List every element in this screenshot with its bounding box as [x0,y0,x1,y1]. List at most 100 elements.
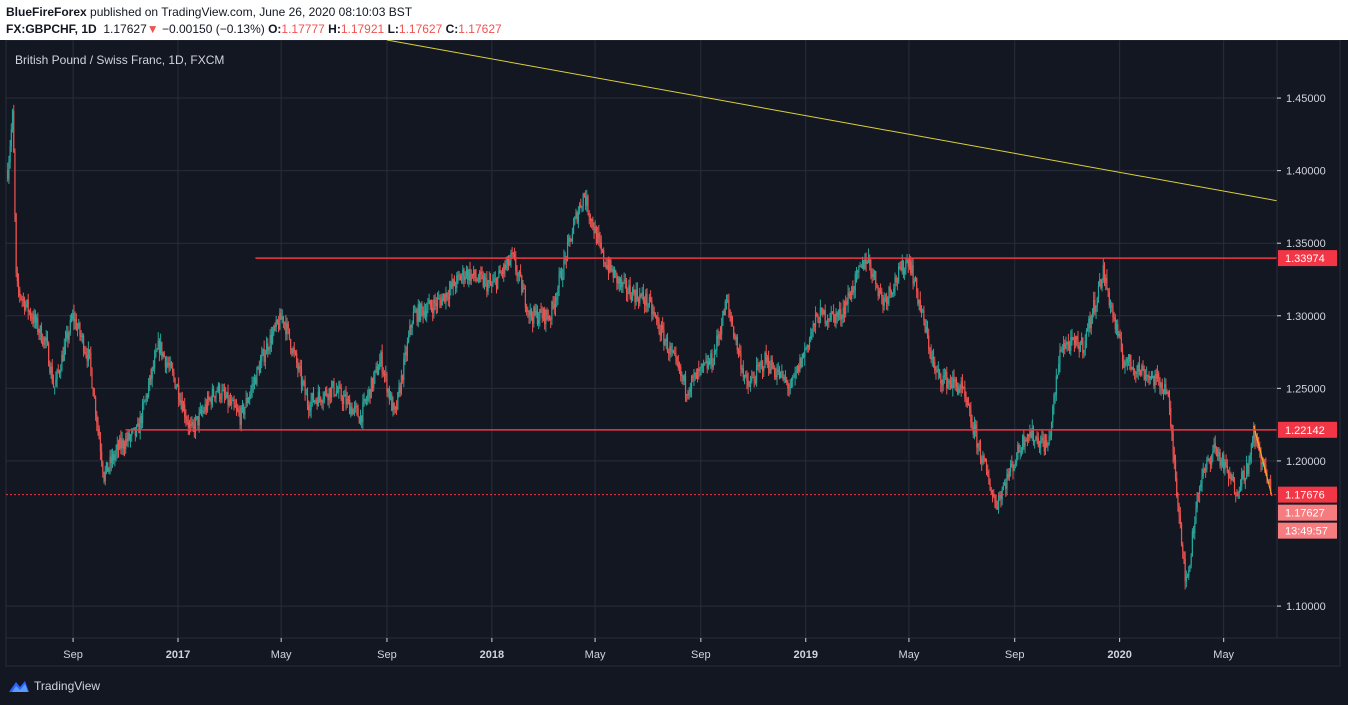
time-axis [5,637,1341,667]
candle-body [110,456,112,463]
candle-body [465,269,468,277]
candle-body [759,362,761,367]
candle-body [412,311,415,324]
candle-body [294,351,297,354]
candle-body [965,396,967,400]
level-price-label: 1.17676 [1285,490,1325,502]
candle-body [1089,318,1091,329]
candle-body [923,310,925,321]
candle-body [9,146,11,163]
x-tick-label: Sep [63,649,83,661]
candle-body [263,349,265,362]
candle-body [264,354,266,362]
y-tick-label: 1.10000 [1286,601,1326,613]
candle-body [623,279,625,283]
candle-body [222,389,224,391]
candle-body [690,376,693,389]
candle-body [377,369,380,375]
candle-body [292,348,294,354]
candle-body [633,289,635,294]
candle-body [1247,463,1249,474]
candle-body [302,381,304,386]
price-change: −0.00150 (−0.13%) [161,22,265,36]
candle-body [597,233,599,244]
candle-body [406,341,409,356]
candle-body [442,293,445,298]
candle-body [1241,471,1243,487]
candle-body [646,293,648,306]
candle-body [831,311,834,313]
candle-body [190,424,192,426]
candle-body [42,342,44,345]
candle-body [84,351,86,353]
candle-body [914,277,917,281]
candle-body [1197,492,1200,495]
candle-body [572,223,575,234]
tradingview-logo-icon[interactable] [8,679,30,693]
candle-body [775,375,777,378]
candle-body [87,349,89,361]
candle-body [225,395,227,398]
candle-body [788,388,790,390]
plot-area [5,40,1278,639]
candle-body [491,284,493,286]
candle-body [228,399,230,406]
countdown-tag [1278,522,1337,539]
price-chart[interactable]: 1.45000 1.40000 1.35000 1.30000 1.25000 1.200… [0,40,1348,668]
candle-body [609,259,611,273]
candle-body [878,290,880,297]
candle-body [237,408,239,411]
candle-body [21,298,23,300]
candle-body [249,395,251,400]
candle-body [1084,341,1086,351]
candle-body [256,367,258,385]
candle-body [113,454,115,461]
candle-body [475,277,477,280]
candle-body [1264,459,1266,465]
candle-body [1046,440,1048,447]
tradingview-brand[interactable]: TradingView [34,679,101,693]
candle-body [1097,286,1100,299]
candle-body [145,395,147,401]
y-tick-label: 1.25000 [1286,383,1326,395]
candle-body [321,401,323,403]
candle-body [270,334,272,344]
candle-body [1150,376,1153,379]
candle-body [288,328,291,340]
candle-body [586,196,588,206]
candle-body [1012,464,1014,471]
footer: TradingView [0,668,1348,705]
candle-body [318,391,321,398]
candle-body [905,261,907,270]
candle-body [1130,361,1132,370]
candle-body [1191,531,1193,556]
candle-body [1123,361,1125,368]
candle-body [1146,374,1148,376]
candle-body [234,405,236,408]
author-name[interactable]: BlueFireForex [6,5,87,19]
candle-body [40,325,43,343]
x-tick-label: 2018 [480,649,504,661]
candle-body [120,437,122,449]
candle-body [13,110,15,153]
candle-body [548,318,551,320]
candle-body [853,290,855,293]
candle-body [858,266,860,273]
candle-body [760,361,762,363]
candle-body [99,438,102,452]
candle-body [172,368,174,373]
candle-body [904,269,906,275]
candle-body [631,289,634,301]
candle-body [58,371,61,373]
candle-body [1143,369,1145,380]
candle-body [197,416,199,426]
candle-body [55,379,57,387]
candle-body [133,427,135,430]
candle-body [153,356,156,368]
candle-body [457,275,459,277]
candle-body [1174,460,1177,479]
candle-body [98,428,100,439]
candle-body [163,352,165,358]
candle-body [371,378,374,388]
candle-body [323,392,325,400]
